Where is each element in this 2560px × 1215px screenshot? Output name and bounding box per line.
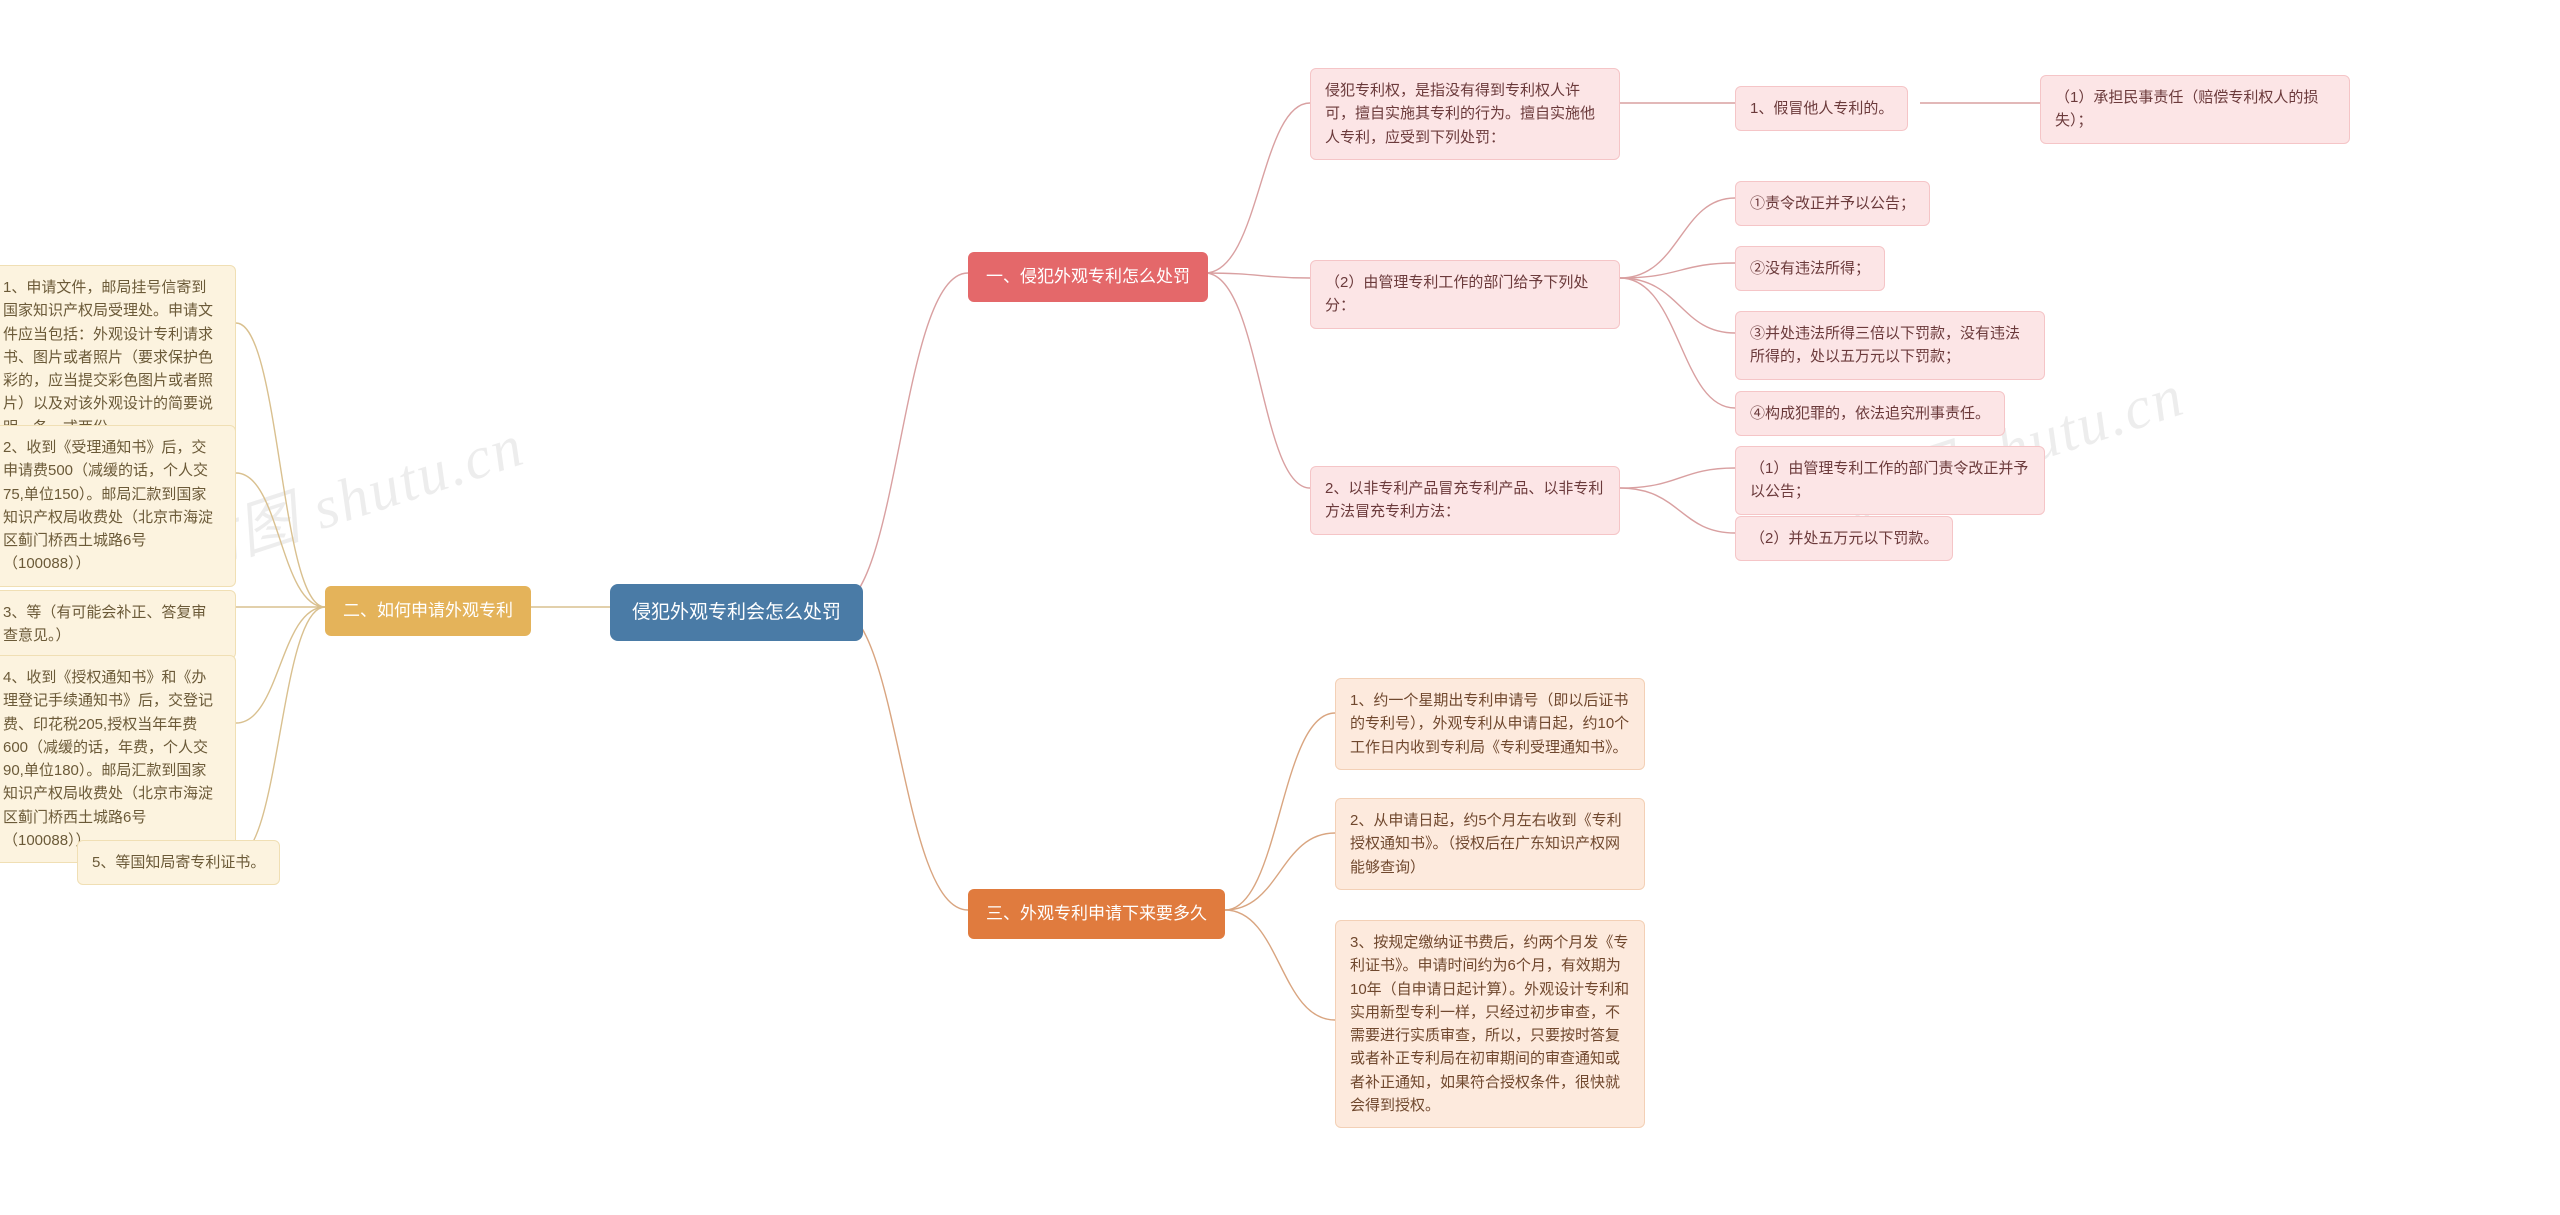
b2-c2[interactable]: 2、收到《受理通知书》后，交申请费500（减缓的话，个人交75,单位150）。邮…	[0, 425, 236, 587]
b1-c1-c2-c1[interactable]: ①责令改正并予以公告；	[1735, 181, 1930, 226]
b2-c4[interactable]: 4、收到《授权通知书》和《办理登记手续通知书》后，交登记费、印花税205,授权当…	[0, 655, 236, 863]
b2-c1[interactable]: 1、申请文件，邮局挂号信寄到国家知识产权局受理处。申请文件应当包括：外观设计专利…	[0, 265, 236, 450]
branch-1[interactable]: 一、侵犯外观专利怎么处罚	[968, 252, 1208, 302]
b1-c2[interactable]: 2、以非专利产品冒充专利产品、以非专利方法冒充专利方法：	[1310, 466, 1620, 535]
b3-c3[interactable]: 3、按规定缴纳证书费后，约两个月发《专利证书》。申请时间约为6个月，有效期为10…	[1335, 920, 1645, 1128]
branch-2[interactable]: 二、如何申请外观专利	[325, 586, 531, 636]
b1-c1-c2[interactable]: （2）由管理专利工作的部门给予下列处分：	[1310, 260, 1620, 329]
b1-c1-c1[interactable]: 1、假冒他人专利的。	[1735, 86, 1908, 131]
b1-c1-c1-c1[interactable]: （1）承担民事责任（赔偿专利权人的损失）；	[2040, 75, 2350, 144]
b1-c1-c2-c3[interactable]: ③并处违法所得三倍以下罚款，没有违法所得的，处以五万元以下罚款；	[1735, 311, 2045, 380]
b2-c3[interactable]: 3、等（有可能会补正、答复审查意见。）	[0, 590, 236, 659]
b1-c2-c1[interactable]: （1）由管理专利工作的部门责令改正并予以公告；	[1735, 446, 2045, 515]
root-node[interactable]: 侵犯外观专利会怎么处罚	[610, 584, 863, 641]
b3-c1[interactable]: 1、约一个星期出专利申请号（即以后证书的专利号），外观专利从申请日起，约10个工…	[1335, 678, 1645, 770]
branch-3[interactable]: 三、外观专利申请下来要多久	[968, 889, 1225, 939]
b3-c2[interactable]: 2、从申请日起，约5个月左右收到《专利授权通知书》。（授权后在广东知识产权网能够…	[1335, 798, 1645, 890]
b1-c1[interactable]: 侵犯专利权，是指没有得到专利权人许可，擅自实施其专利的行为。擅自实施他人专利，应…	[1310, 68, 1620, 160]
b1-c1-c2-c4[interactable]: ④构成犯罪的，依法追究刑事责任。	[1735, 391, 2005, 436]
b1-c1-c2-c2[interactable]: ②没有违法所得；	[1735, 246, 1885, 291]
b2-c5[interactable]: 5、等国知局寄专利证书。	[77, 840, 280, 885]
b1-c2-c2[interactable]: （2）并处五万元以下罚款。	[1735, 516, 1953, 561]
